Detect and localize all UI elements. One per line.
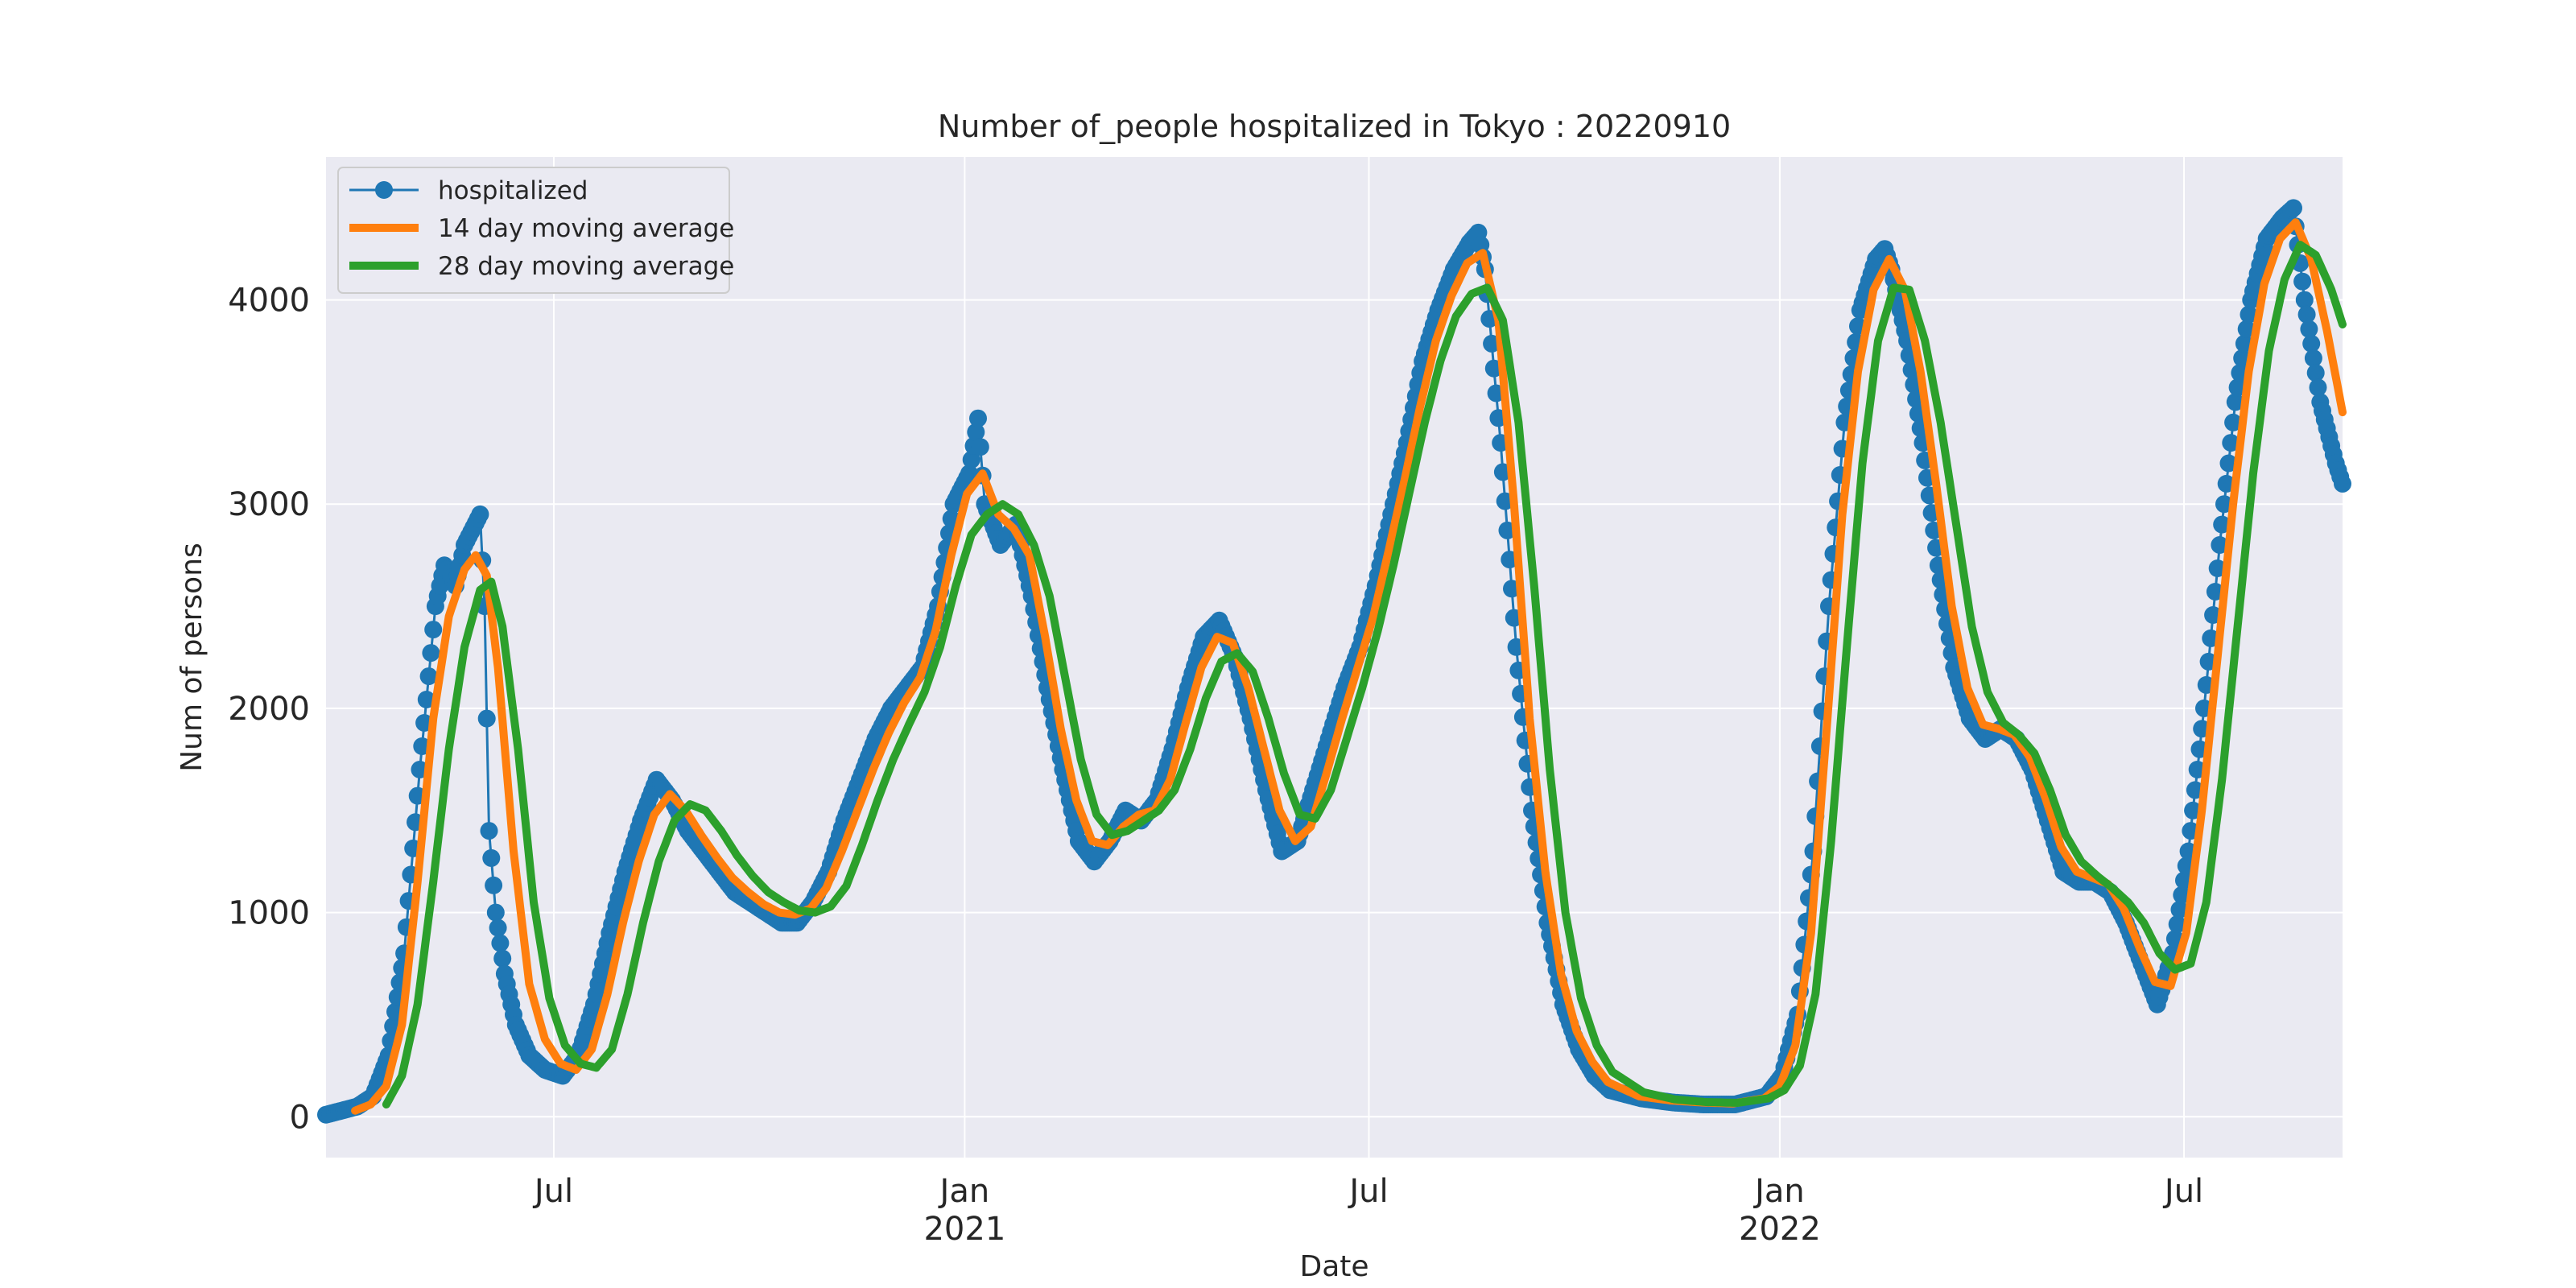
data-point — [489, 919, 507, 937]
data-point — [2334, 474, 2351, 493]
y-tick-label: 4000 — [228, 283, 310, 320]
legend: hospitalized 14 day moving average 28 day … — [337, 167, 734, 294]
x-tick-label: Jul — [532, 1173, 573, 1210]
x-axis-label: Date — [1299, 1250, 1368, 1283]
data-point — [2285, 199, 2302, 217]
y-tick-label: 1000 — [228, 895, 310, 932]
data-point — [2306, 364, 2325, 382]
y-tick-label: 0 — [290, 1099, 310, 1136]
data-point — [2293, 272, 2312, 291]
data-point — [2215, 495, 2233, 514]
x-tick-label: Jan — [1752, 1173, 1805, 1210]
data-point — [486, 903, 505, 922]
legend-label: 28 day moving average — [438, 252, 734, 281]
legend-item: hospitalized — [349, 176, 588, 205]
x-tick-label: Jul — [1347, 1173, 1388, 1210]
y-tick-label: 3000 — [228, 486, 310, 523]
x-tick-year-label: 2021 — [923, 1211, 1005, 1248]
data-point — [2302, 334, 2321, 353]
data-point — [2226, 393, 2244, 411]
y-axis-label: Num of persons — [175, 543, 208, 772]
data-point — [2228, 378, 2247, 397]
x-tick-year-label: 2022 — [1739, 1211, 1821, 1248]
data-point — [424, 621, 443, 639]
legend-label: hospitalized — [438, 176, 588, 205]
x-tick-label: Jul — [2162, 1173, 2203, 1210]
data-point — [2168, 915, 2186, 934]
data-point — [962, 451, 980, 469]
series-group — [317, 199, 2351, 1124]
data-point — [2211, 536, 2229, 554]
data-point — [2170, 901, 2189, 919]
data-point — [417, 691, 436, 708]
data-point — [2240, 305, 2258, 324]
data-point — [2208, 559, 2227, 577]
x-tick-label: Jan — [938, 1173, 990, 1210]
data-point — [493, 949, 512, 968]
data-point — [2309, 378, 2327, 397]
legend-marker — [375, 181, 393, 199]
data-point — [2206, 583, 2224, 601]
series-line — [382, 241, 2347, 1108]
data-point — [480, 822, 498, 840]
data-point — [2304, 349, 2322, 367]
data-point — [2295, 291, 2314, 309]
data-point — [471, 505, 489, 523]
data-point — [482, 848, 501, 867]
data-point — [485, 876, 503, 894]
data-point — [967, 423, 985, 441]
data-point — [477, 709, 496, 728]
data-point — [2222, 434, 2240, 452]
data-point — [2213, 515, 2231, 534]
data-point — [2224, 413, 2243, 431]
data-point — [2235, 334, 2253, 353]
legend-label: 14 day moving average — [438, 214, 734, 243]
y-tick-label: 2000 — [228, 691, 310, 728]
data-point — [2173, 886, 2191, 904]
data-point — [422, 644, 440, 663]
data-point — [2300, 320, 2318, 338]
data-point — [969, 409, 987, 427]
legend-box — [337, 167, 730, 294]
data-point — [419, 667, 438, 686]
series-2 — [382, 241, 2347, 1108]
data-point — [971, 438, 989, 456]
legend-item: 14 day moving average — [349, 214, 734, 243]
plot-area — [326, 157, 2343, 1158]
data-point — [2297, 305, 2316, 324]
data-point — [491, 934, 510, 952]
data-point — [960, 464, 978, 483]
chart-title: Number of_people hospitalized in Tokyo :… — [938, 109, 1731, 144]
data-point — [2237, 320, 2256, 338]
data-point — [2219, 454, 2238, 473]
data-point — [2217, 474, 2235, 493]
legend-item: 28 day moving average — [349, 252, 734, 281]
